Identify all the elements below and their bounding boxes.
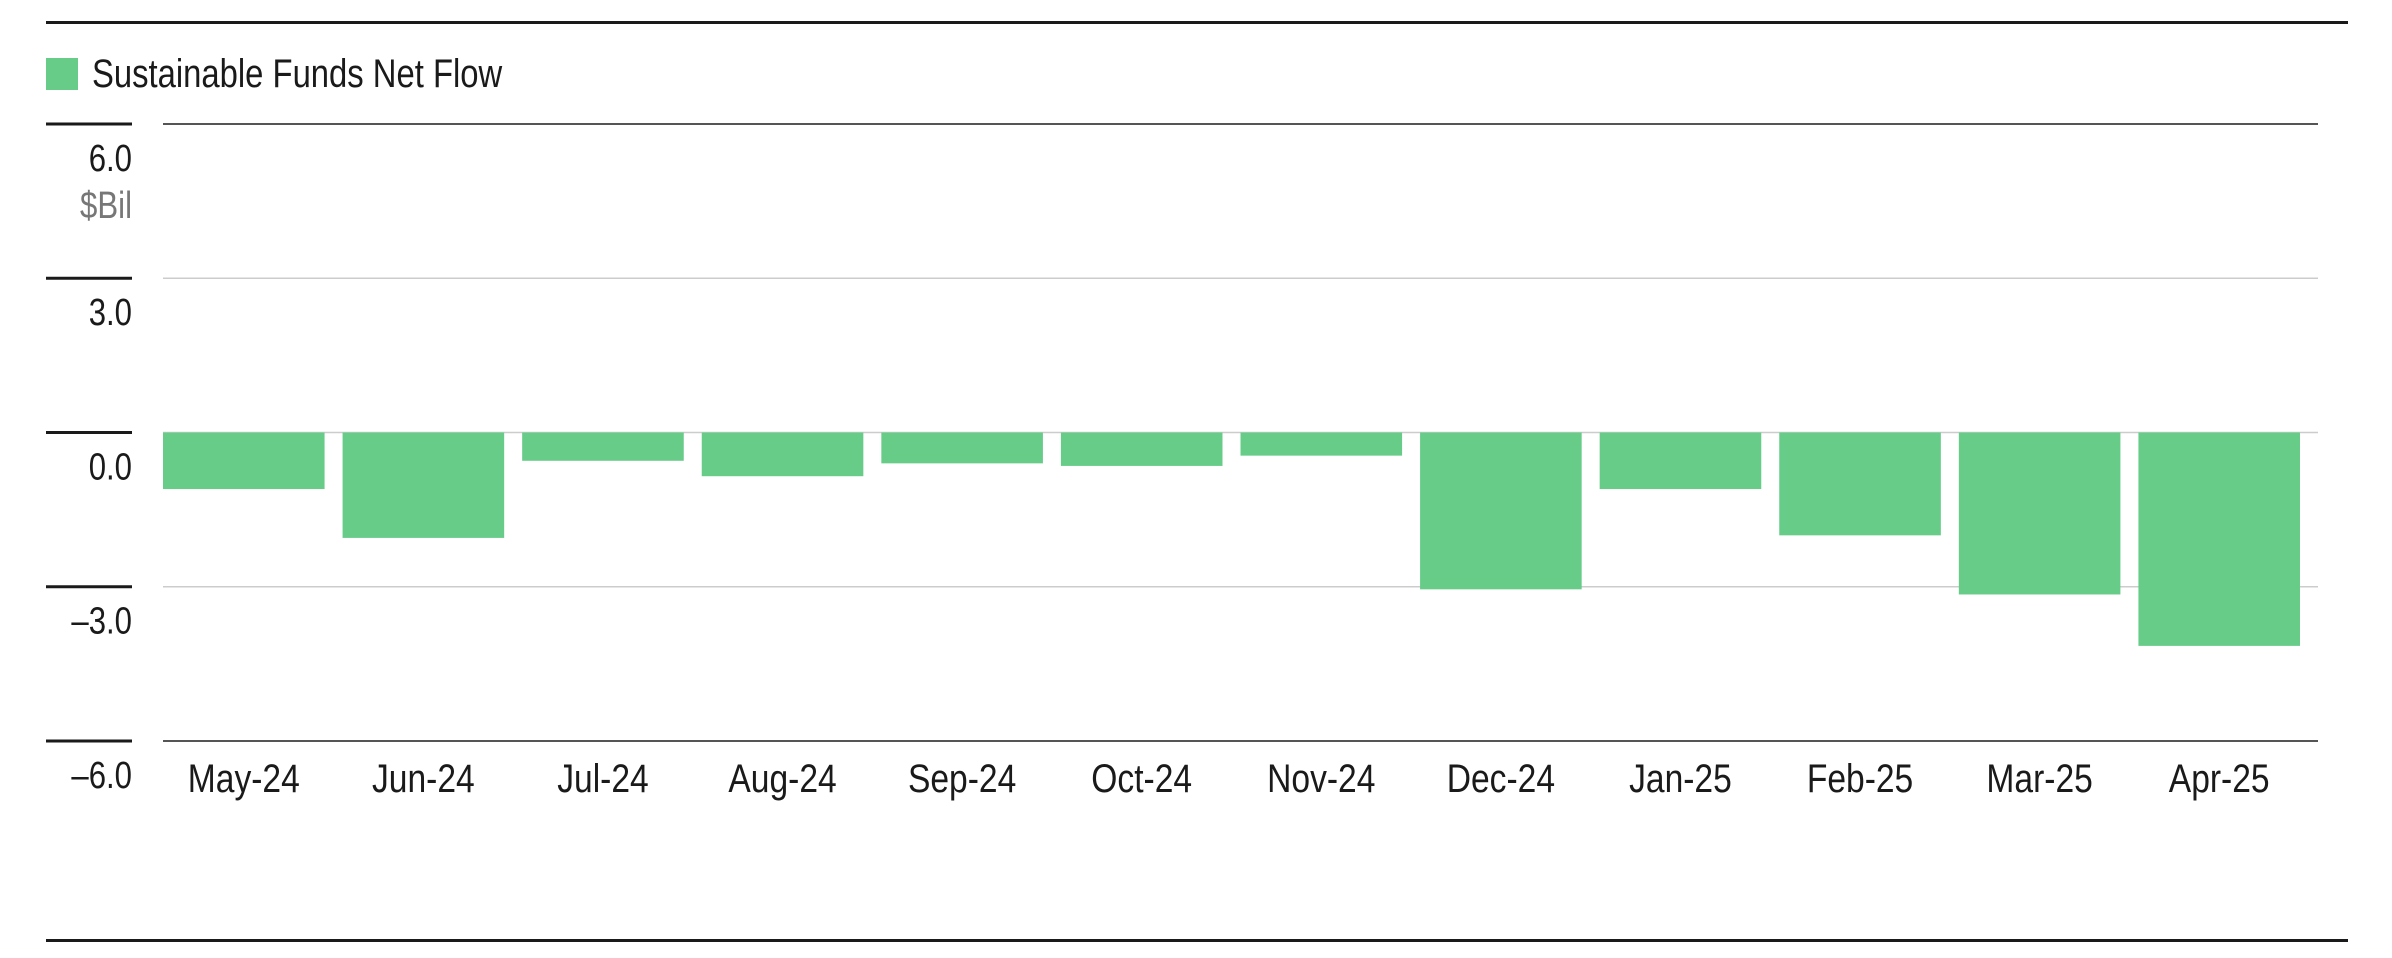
x-tick-label: Jul-24 [557, 756, 648, 800]
x-tick-label: Aug-24 [728, 756, 836, 800]
x-tick-label: Feb-25 [1807, 756, 1913, 800]
legend: Sustainable Funds Net Flow [46, 52, 592, 96]
y-unit-label: $Bil [80, 185, 132, 227]
x-tick-label: Apr-25 [2169, 756, 2270, 800]
x-tick-label: Mar-25 [1986, 756, 2092, 800]
top-rule [46, 21, 2348, 24]
bar-feb-25 [1779, 432, 1941, 536]
bar-mar-25 [1958, 432, 2121, 595]
bars-layer [163, 432, 2300, 646]
y-tick-label: –6.0 [71, 755, 132, 797]
y-tick-label: 3.0 [89, 292, 132, 334]
x-tick-label: Nov-24 [1267, 756, 1375, 800]
bar-may-24 [163, 432, 325, 490]
bar-sep-24 [881, 432, 1043, 464]
bar-nov-24 [1240, 432, 1403, 456]
x-tick-label: Oct-24 [1091, 756, 1192, 800]
x-tick-label: Jan-25 [1629, 756, 1732, 800]
y-tick-label: 6.0 [89, 138, 132, 180]
bar-jun-24 [342, 432, 505, 538]
bar-oct-24 [1060, 432, 1223, 466]
bar-jul-24 [522, 432, 684, 461]
y-axis: 6.0 3.0 0.0 –3.0 –6.0 $Bil [46, 122, 132, 797]
y-tick-label: 0.0 [89, 447, 132, 489]
y-tick-label: –3.0 [71, 601, 132, 643]
x-axis: May-24 Jun-24 Jul-24 Aug-24 Sep-24 Oct-24 Nov-… [188, 756, 2270, 800]
bar-jan-25 [1599, 432, 1762, 490]
bottom-rule [46, 939, 2348, 942]
bar-aug-24 [701, 432, 864, 477]
x-tick-label: May-24 [188, 756, 300, 800]
legend-swatch [46, 58, 78, 90]
x-tick-label: Dec-24 [1447, 756, 1555, 800]
bar-dec-24 [1420, 432, 1582, 590]
x-tick-label: Jun-24 [372, 756, 475, 800]
legend-label: Sustainable Funds Net Flow [92, 51, 503, 96]
x-tick-label: Sep-24 [908, 756, 1016, 800]
bar-apr-25 [2138, 432, 2300, 646]
